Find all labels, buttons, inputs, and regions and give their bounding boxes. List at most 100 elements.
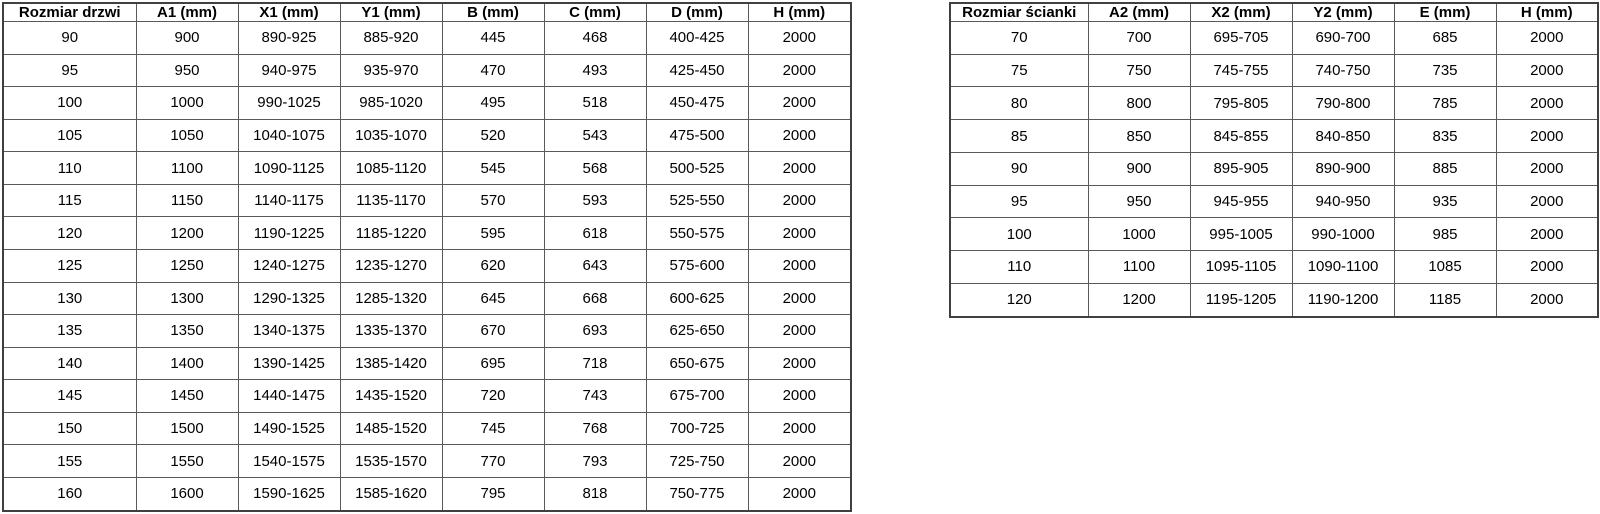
table-cell: 625-650: [645, 314, 749, 348]
column-header: E (mm): [1393, 2, 1497, 22]
table-cell: 2000: [747, 281, 852, 316]
table-cell: 750: [1087, 53, 1191, 88]
table-cell: 735: [1393, 53, 1497, 88]
table-cell: 1250: [135, 248, 239, 283]
table-cell: 890-925: [237, 21, 341, 55]
table-cell: 1535-1570: [339, 444, 443, 478]
table-cell: 100: [2, 86, 137, 120]
table-cell: 985-1020: [339, 86, 443, 120]
table-cell: 1035-1070: [339, 118, 443, 153]
door-size-table: Rozmiar drzwi A1 (mm) X1 (mm) Y1 (mm) B (mm)…: [2, 2, 852, 512]
column-header: D (mm): [645, 2, 749, 22]
table-cell: 125: [2, 248, 137, 283]
table-cell: 550-575: [645, 216, 749, 250]
table-cell: 743: [543, 379, 647, 413]
table-cell: 1600: [135, 476, 239, 512]
table-cell: 145: [2, 379, 137, 413]
column-header: Rozmiar ścianki: [949, 2, 1089, 22]
table-row: 110 1100 1090-1125 1085-1120 545 568 500-525 20…: [2, 151, 852, 185]
column-header: Y1 (mm): [339, 2, 443, 22]
table-cell: 1490-1525: [237, 411, 341, 446]
table-row: 85 850 845-855 840-850 835 2000: [949, 119, 1599, 153]
table-cell: 650-675: [645, 346, 749, 381]
table-cell: 2000: [1495, 217, 1599, 252]
table-cell: 115: [2, 183, 137, 218]
table-cell: 1400: [135, 346, 239, 381]
table-cell: 2000: [747, 86, 852, 120]
table-cell: 1500: [135, 411, 239, 446]
table-cell: 900: [135, 21, 239, 55]
table-cell: 675-700: [645, 379, 749, 413]
table-cell: 2000: [747, 118, 852, 153]
table-cell: 1235-1270: [339, 248, 443, 283]
table-cell: 2000: [747, 248, 852, 283]
table-row: 110 1100 1095-1105 1090-1100 1085 2000: [949, 250, 1599, 284]
table-row: 90 900 895-905 890-900 885 2000: [949, 151, 1599, 186]
table-cell: 818: [543, 476, 647, 512]
table-cell: 693: [543, 314, 647, 348]
table-cell: 1040-1075: [237, 118, 341, 153]
table-cell: 1290-1325: [237, 281, 341, 316]
table-cell: 1200: [1087, 282, 1191, 318]
table-cell: 1585-1620: [339, 476, 443, 512]
table-cell: 110: [2, 151, 137, 185]
table-cell: 150: [2, 411, 137, 446]
table-cell: 885-920: [339, 21, 443, 55]
table-cell: 745-755: [1189, 53, 1293, 88]
table-cell: 135: [2, 314, 137, 348]
table-row: 160 1600 1590-1625 1585-1620 795 818 750-775 20…: [2, 476, 852, 512]
table-cell: 105: [2, 118, 137, 153]
table-cell: 885: [1393, 151, 1497, 186]
table-cell: 75: [949, 53, 1089, 88]
table-cell: 468: [543, 21, 647, 55]
table-row: 95 950 945-955 940-950 935 2000: [949, 184, 1599, 219]
table-cell: 935: [1393, 184, 1497, 219]
table-cell: 2000: [747, 53, 852, 88]
table-cell: 900: [1087, 151, 1191, 186]
table-cell: 2000: [747, 21, 852, 55]
table-cell: 700: [1087, 21, 1191, 55]
table-cell: 1000: [1087, 217, 1191, 252]
table-cell: 543: [543, 118, 647, 153]
table-cell: 1000: [135, 86, 239, 120]
column-header: B (mm): [441, 2, 545, 22]
table-cell: 940-975: [237, 53, 341, 88]
table-cell: 2000: [1495, 282, 1599, 318]
table-cell: 445: [441, 21, 545, 55]
table-cell: 2000: [1495, 53, 1599, 88]
table-row: 75 750 745-755 740-750 735 2000: [949, 53, 1599, 88]
table-cell: 668: [543, 281, 647, 316]
table-row: 150 1500 1490-1525 1485-1520 745 768 700-725 20…: [2, 411, 852, 446]
table-cell: 895-905: [1189, 151, 1293, 186]
table-cell: 2000: [1495, 250, 1599, 284]
table-cell: 100: [949, 217, 1089, 252]
table-cell: 2000: [747, 216, 852, 250]
table-cell: 1440-1475: [237, 379, 341, 413]
table-cell: 720: [441, 379, 545, 413]
table-cell: 725-750: [645, 444, 749, 478]
table-cell: 990-1000: [1291, 217, 1395, 252]
table-cell: 1200: [135, 216, 239, 250]
column-header: Rozmiar drzwi: [2, 2, 137, 22]
table-row: 155 1550 1540-1575 1535-1570 770 793 725-750 20…: [2, 444, 852, 478]
table-cell: 2000: [1495, 21, 1599, 55]
table-cell: 525-550: [645, 183, 749, 218]
table-cell: 2000: [747, 314, 852, 348]
table-row: 115 1150 1140-1175 1135-1170 570 593 525-550 20…: [2, 183, 852, 218]
table-row: 105 1050 1040-1075 1035-1070 520 543 475-500 20…: [2, 118, 852, 153]
table-cell: 475-500: [645, 118, 749, 153]
table-cell: 840-850: [1291, 119, 1395, 153]
table-cell: 1340-1375: [237, 314, 341, 348]
table-row: 125 1250 1240-1275 1235-1270 620 643 575-600 20…: [2, 248, 852, 283]
table-cell: 950: [135, 53, 239, 88]
table-cell: 595: [441, 216, 545, 250]
table-cell: 160: [2, 476, 137, 512]
table-cell: 470: [441, 53, 545, 88]
table-cell: 793: [543, 444, 647, 478]
table-cell: 400-425: [645, 21, 749, 55]
table-cell: 835: [1393, 119, 1497, 153]
table-cell: 845-855: [1189, 119, 1293, 153]
table-cell: 80: [949, 86, 1089, 121]
table-cell: 1185: [1393, 282, 1497, 318]
table-cell: 645: [441, 281, 545, 316]
